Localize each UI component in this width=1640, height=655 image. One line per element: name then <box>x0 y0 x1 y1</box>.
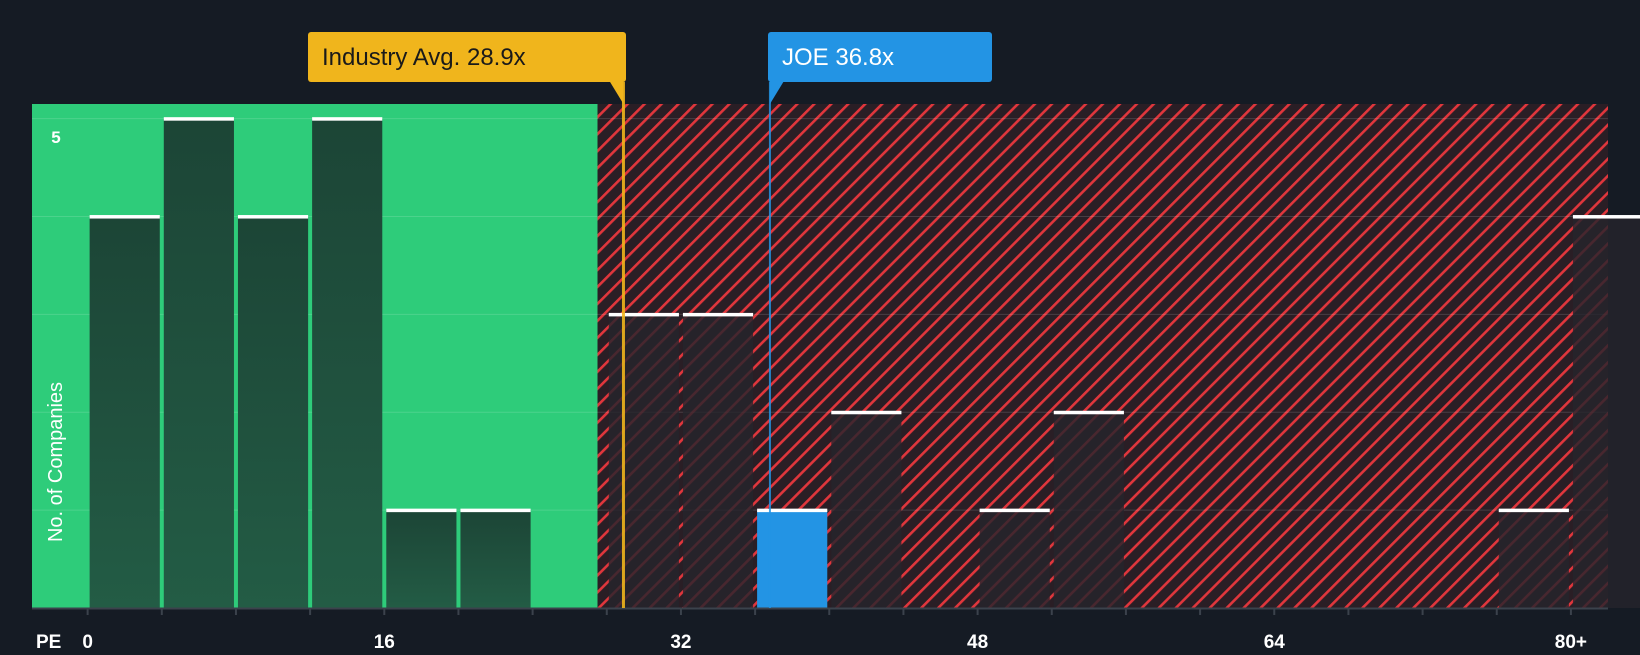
bar-cap <box>163 117 234 121</box>
bar-cap <box>682 312 754 317</box>
y-tick-label: 5 <box>51 128 60 147</box>
bar <box>831 412 902 608</box>
bar <box>89 216 160 608</box>
x-axis-label: PE <box>36 632 61 650</box>
bar-cap <box>608 312 679 317</box>
bar <box>1498 510 1569 608</box>
bar-cap <box>312 117 383 121</box>
bar <box>979 510 1050 608</box>
x-tick-label: 32 <box>670 632 691 650</box>
bar <box>1572 216 1640 608</box>
bar <box>460 510 531 608</box>
bar <box>163 118 234 608</box>
bar <box>386 510 457 608</box>
y-axis-label: No. of Companies <box>45 382 67 542</box>
joe-label-box <box>768 32 992 82</box>
bar <box>237 216 309 608</box>
x-tick-label: 0 <box>82 632 93 650</box>
bar-cap <box>386 508 457 513</box>
bar <box>682 314 754 608</box>
industry-avg-pointer <box>609 81 624 104</box>
bar <box>312 118 383 608</box>
x-tick-label: 16 <box>374 632 395 650</box>
bar <box>608 314 679 608</box>
joe-label: JOE 36.8x <box>782 44 894 71</box>
bar-cap <box>1053 410 1124 415</box>
x-tick-label: 48 <box>967 632 988 650</box>
x-tick-label: 64 <box>1264 632 1286 650</box>
bar-cap <box>1498 508 1569 513</box>
bar <box>1053 412 1124 608</box>
industry-avg-label-box <box>308 32 626 82</box>
joe-pointer <box>769 81 784 104</box>
bar-cap <box>757 508 828 513</box>
bar-cap <box>237 215 309 219</box>
x-tick-label: 80+ <box>1555 632 1587 650</box>
bar-cap <box>89 215 160 219</box>
industry-avg-label: Industry Avg. 28.9x <box>322 44 526 71</box>
bar-cap <box>831 410 902 415</box>
bar-cap <box>979 508 1050 513</box>
bar-highlight-joe <box>757 510 828 608</box>
bar-cap <box>1572 215 1640 219</box>
bar-cap <box>460 508 531 513</box>
